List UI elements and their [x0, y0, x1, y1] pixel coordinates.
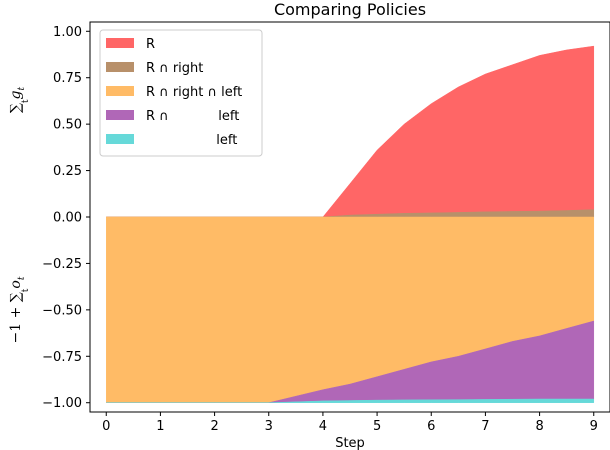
legend-label: R ∩ right ∩ left — [146, 85, 242, 100]
x-tick-label: 2 — [210, 419, 218, 434]
legend-label: R ∩ right — [146, 61, 203, 76]
legend-swatch — [106, 134, 134, 144]
y-tick-label: 0.00 — [53, 211, 82, 226]
chart-title: Comparing Policies — [274, 0, 426, 19]
x-tick-label: 8 — [535, 419, 543, 434]
x-tick-label: 0 — [102, 419, 110, 434]
svg-text:−1 + ∑tot: −1 + ∑tot — [8, 276, 31, 343]
legend-label: R — [146, 37, 155, 52]
x-tick-label: 3 — [265, 419, 273, 434]
legend-label: left — [146, 133, 237, 148]
legend-label: R ∩ left — [146, 109, 239, 124]
x-tick-label: 7 — [481, 419, 489, 434]
legend-swatch — [106, 38, 134, 48]
legend-swatch — [106, 86, 134, 96]
y-axis-title-bottom: −1 + ∑tot — [8, 276, 31, 343]
x-tick-label: 5 — [373, 419, 381, 434]
x-tick-label: 6 — [427, 419, 435, 434]
y-tick-label: −0.75 — [42, 350, 82, 365]
x-tick-label: 9 — [590, 419, 598, 434]
y-tick-label: 0.25 — [53, 164, 82, 179]
y-axis-title-top: ∑tgt — [8, 87, 31, 114]
y-tick-label: 0.50 — [53, 118, 82, 133]
legend-swatch — [106, 62, 134, 72]
y-tick-label: −1.00 — [42, 396, 82, 411]
y-tick-label: 1.00 — [53, 25, 82, 40]
legend-swatch — [106, 110, 134, 120]
y-tick-label: −0.50 — [42, 303, 82, 318]
legend: R R ∩ right R ∩ right ∩ left R ∩ left left — [99, 29, 263, 157]
x-tick-label: 4 — [319, 419, 327, 434]
x-tick-label: 1 — [156, 419, 164, 434]
x-axis-title: Step — [335, 436, 365, 450]
y-tick-label: 0.75 — [53, 71, 82, 86]
area-layers — [106, 45, 595, 403]
y-axis: 1.00 0.75 0.50 0.25 0.00 −0.25 −0.50 −0.75 −1.00 — [42, 25, 90, 411]
x-axis: 0 1 2 3 4 5 6 7 8 9 — [102, 412, 598, 434]
y-tick-label: −0.25 — [42, 257, 82, 272]
area-series-4 — [106, 398, 595, 403]
legend-box — [99, 29, 263, 157]
svg-text:∑tgt: ∑tgt — [8, 87, 31, 114]
